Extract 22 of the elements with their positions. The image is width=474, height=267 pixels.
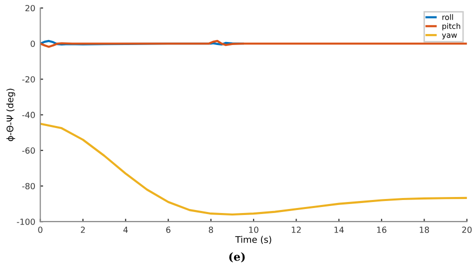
x-tick-label: 20 (462, 226, 472, 233)
text: (e) (229, 252, 245, 262)
x-axis-title: Time (s) (235, 236, 272, 244)
y-tick-label: -20 (22, 76, 35, 82)
y-tick-label: -40 (22, 112, 35, 118)
x-tick-label: 0 (38, 226, 42, 233)
x-tick-label: 16 (377, 226, 386, 233)
x-tick-label: 10 (249, 226, 258, 233)
y-tick-label: -100 (16, 218, 35, 225)
x-tick-label: 14 (334, 226, 344, 233)
x-tick-label: 18 (420, 226, 429, 233)
x-tick-label: 4 (123, 226, 128, 233)
x-tick-label: 6 (166, 226, 170, 233)
line-series (40, 122, 467, 216)
x-tick-label: 12 (292, 226, 301, 233)
x-tick-label: 8 (208, 226, 214, 233)
y-tick-label: -80 (22, 182, 35, 190)
x-tick-label: 2 (80, 226, 85, 233)
y-tick-label: 20 (25, 4, 35, 12)
y-tick-label: 0 (30, 40, 35, 47)
y-axis-title: ϕ-Θ-Ψ (deg) (6, 88, 16, 142)
y-tick-label: -60 (22, 147, 35, 154)
